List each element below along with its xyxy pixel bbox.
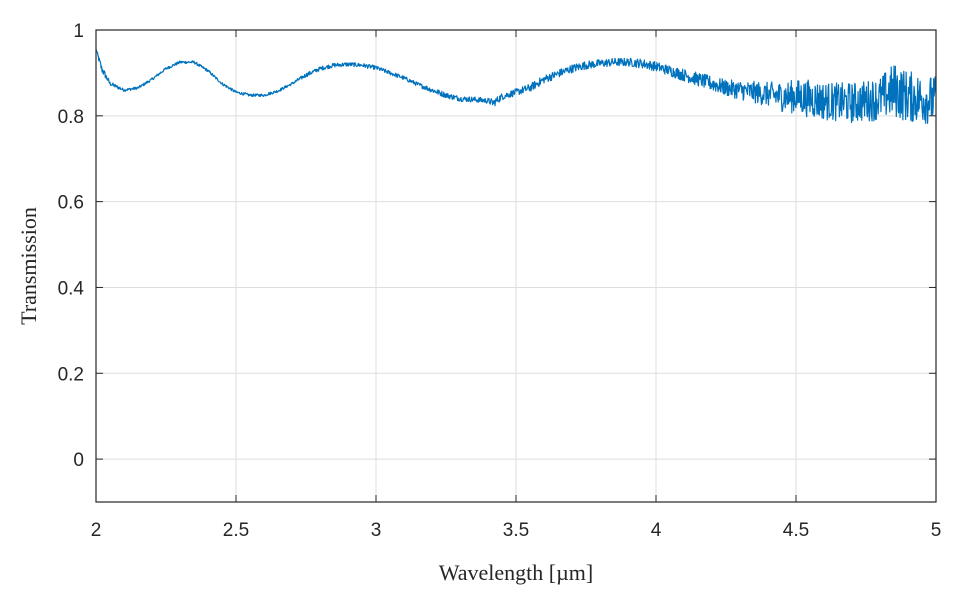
transmission-series-line <box>95 48 937 124</box>
x-tick-label: 2 <box>91 520 102 541</box>
y-tick-label: 0 <box>73 450 84 471</box>
y-tick-label: 0.4 <box>58 278 85 299</box>
x-tick-label: 5 <box>931 520 942 541</box>
y-tick-label: 0.2 <box>58 364 84 385</box>
y-tick-label: 0.6 <box>58 193 84 214</box>
y-tick-label: 1 <box>73 21 84 42</box>
x-tick-label: 3 <box>371 520 382 541</box>
x-tick-label: 4 <box>651 520 662 541</box>
y-axis-label: Transmission <box>16 207 41 325</box>
x-tick-label: 2.5 <box>223 520 249 541</box>
data-series-layer <box>95 48 937 124</box>
x-tick-label: 4.5 <box>783 520 809 541</box>
axis-ticks: 2 2.5 3 3.5 4 4.5 5 0 0.2 0.4 0.6 0.8 1 <box>58 21 942 541</box>
y-tick-label: 0.8 <box>58 107 84 128</box>
x-tick-label: 3.5 <box>503 520 529 541</box>
x-axis-label: Wavelength [µm] <box>439 560 593 585</box>
